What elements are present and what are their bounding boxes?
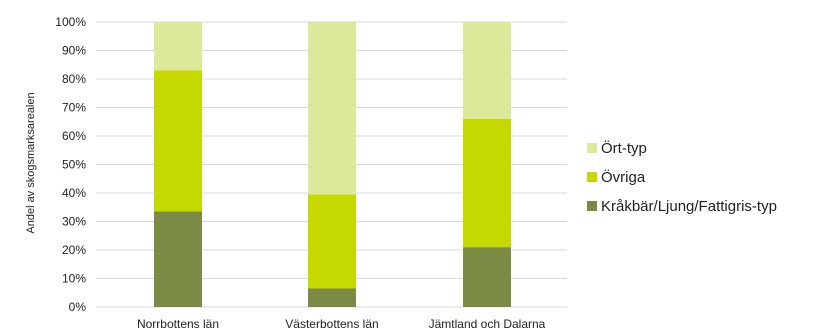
y-tick-label: 40%: [62, 186, 86, 200]
legend-label: Ört-typ: [601, 139, 647, 157]
y-tick-label: 100%: [55, 15, 86, 29]
legend-label: Övriga: [601, 168, 646, 186]
bar-segment: [463, 247, 511, 307]
legend-swatch: [587, 143, 597, 153]
bar-segment: [154, 22, 202, 71]
x-category-label: Norrbottens län: [137, 317, 219, 331]
bar-segment: [463, 22, 511, 119]
y-tick-label: 60%: [62, 129, 86, 143]
y-tick-label: 50%: [62, 158, 86, 172]
legend: Ört-typ Övriga Kråkbär/Ljung/Fattigris-typ: [587, 139, 777, 215]
x-axis-categories: Norrbottens län Västerbottens län Jämtland…: [137, 317, 546, 331]
x-category-label: Jämtland och Dalarna: [429, 317, 546, 331]
y-tick-label: 10%: [62, 272, 86, 286]
y-axis-ticks: 0% 10% 20% 30% 40% 50% 60% 70% 80% 90% 100%: [55, 15, 86, 314]
bar-segment: [308, 288, 356, 307]
bar-segment: [154, 70, 202, 212]
y-tick-label: 90%: [62, 44, 86, 58]
y-axis-label: Andel av skogsmarksarealen: [25, 92, 37, 233]
y-tick-label: 30%: [62, 215, 86, 229]
bar-segment: [154, 211, 202, 307]
x-category-label: Västerbottens län: [285, 317, 378, 331]
bar-segment: [463, 118, 511, 248]
y-tick-label: 20%: [62, 243, 86, 257]
y-tick-label: 80%: [62, 72, 86, 86]
y-tick-label: 0%: [69, 300, 87, 314]
bars: [154, 22, 511, 307]
legend-swatch: [587, 172, 597, 182]
y-tick-label: 70%: [62, 101, 86, 115]
bar-segment: [308, 194, 356, 289]
legend-swatch: [587, 201, 597, 211]
bar-segment: [308, 22, 356, 195]
legend-label: Kråkbär/Ljung/Fattigris-typ: [601, 198, 777, 215]
